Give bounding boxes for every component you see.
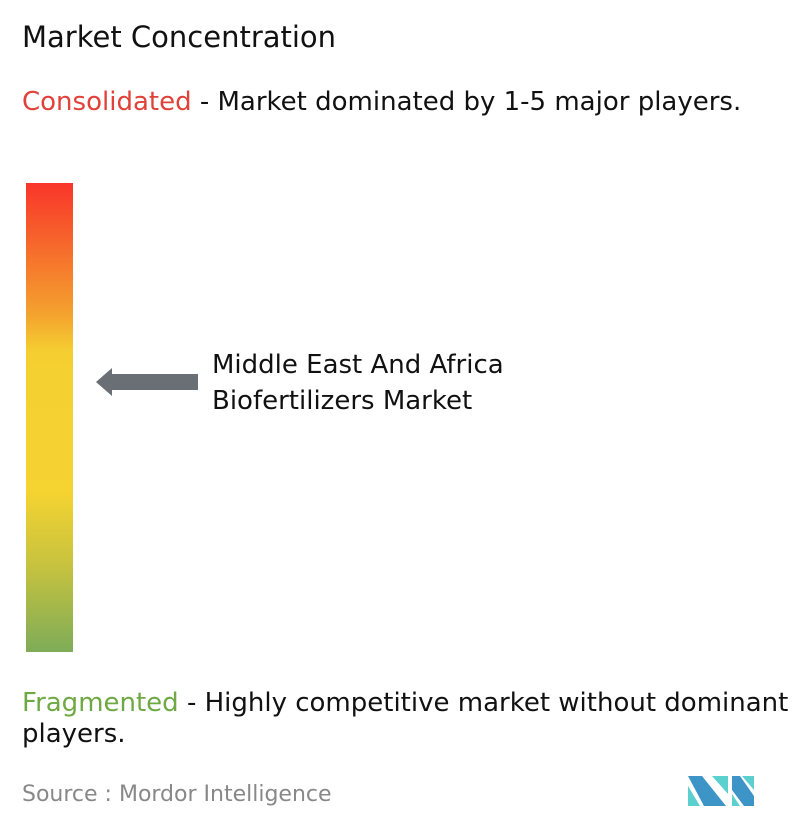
fragmented-label: Fragmented bbox=[22, 688, 179, 718]
consolidated-description: Consolidated - Market dominated by 1-5 m… bbox=[22, 87, 792, 118]
arrow-left-icon bbox=[96, 368, 198, 396]
fragmented-text: - Highly competitive market without domi… bbox=[22, 688, 789, 749]
concentration-gradient-bar bbox=[26, 183, 73, 652]
page-title: Market Concentration bbox=[22, 20, 337, 54]
market-label-line1: Middle East And Africa bbox=[212, 350, 504, 380]
consolidated-text: - Market dominated by 1-5 major players. bbox=[191, 87, 742, 117]
consolidated-label: Consolidated bbox=[22, 87, 192, 117]
fragmented-description: Fragmented - Highly competitive market w… bbox=[22, 688, 792, 750]
market-label-line2: Biofertilizers Market bbox=[212, 386, 473, 416]
mordor-intelligence-logo bbox=[688, 776, 754, 806]
market-label: Middle East And Africa Biofertilizers Ma… bbox=[212, 347, 504, 419]
source-text: Source : Mordor Intelligence bbox=[22, 782, 332, 807]
